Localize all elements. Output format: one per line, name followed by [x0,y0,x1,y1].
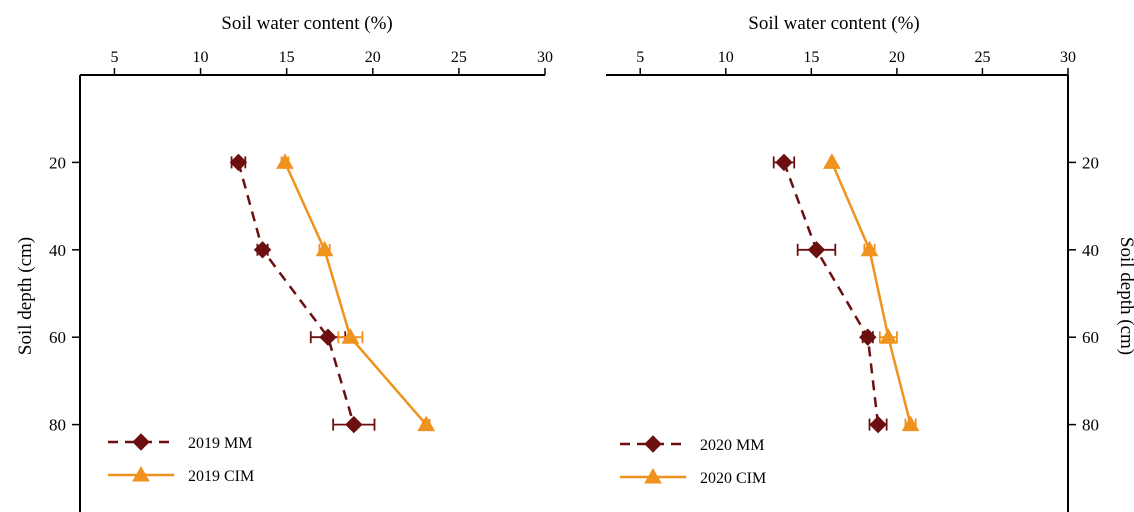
data-point [315,240,334,257]
series-triangle [823,153,920,432]
data-point [879,328,898,344]
data-point [276,153,294,169]
y-axis-title: Soil depth (cm) [1116,237,1134,355]
y-tick-label: 40 [49,241,66,260]
legend-marker [644,467,662,484]
axes: 5 10 15 20 25 30 20 40 60 80 [49,49,553,512]
y-tick-label: 80 [49,416,66,435]
data-point [417,415,436,432]
x-tick-label: 25 [451,49,467,66]
plot-area [229,153,436,434]
y-tick-label: 20 [49,153,66,172]
x-tick-label: 30 [537,49,553,66]
data-point [345,415,363,434]
x-tick-label: 10 [193,49,209,66]
x-tick-label: 15 [803,49,819,66]
y-tick-label: 40 [1082,241,1099,260]
legend-marker [132,433,150,451]
legend: 2019 MM 2019 CIM [108,433,254,485]
chart-panel-2020: Soil water content (%) Soil depth (cm) 5… [606,13,1134,512]
x-tick-label: 10 [718,49,734,66]
legend: 2020 MM 2020 CIM [620,435,766,487]
x-tick-label: 20 [365,49,381,66]
y-tick-label: 60 [1082,328,1099,347]
series-diamond [229,153,376,434]
y-tick-label: 80 [1082,416,1099,435]
data-point [859,328,877,346]
data-point [807,241,826,259]
data-point [775,153,793,172]
axes: 5 10 15 20 25 30 20 40 60 80 [606,49,1099,512]
data-point [823,153,841,169]
y-axis-title: Soil depth (cm) [15,237,36,355]
legend-entry: 2020 MM [620,435,764,454]
series-line [237,162,356,425]
series-line [782,161,880,425]
y-tick-label: 20 [1082,153,1099,172]
x-axis-title: Soil water content (%) [748,13,919,34]
legend-marker [644,435,662,453]
data-point [901,415,920,432]
x-tick-label: 15 [279,49,295,66]
x-axis-title: Soil water content (%) [221,13,392,34]
data-point [860,240,879,257]
legend-label: 2019 CIM [188,468,254,485]
legend-marker [132,465,150,482]
data-point [319,328,337,346]
legend-entry: 2019 CIM [108,465,254,485]
x-tick-label: 30 [1060,49,1076,66]
x-tick-label: 5 [110,49,118,66]
legend-entry: 2019 MM [108,433,252,452]
plot-area [772,153,920,434]
legend-label: 2020 MM [700,437,764,454]
series-line [830,161,912,425]
legend-entry: 2020 CIM [620,467,766,487]
legend-label: 2020 CIM [700,470,766,487]
series-line [283,161,428,426]
data-point [341,328,360,344]
data-point [869,415,887,434]
x-tick-label: 20 [889,49,905,66]
x-tick-label: 5 [636,49,644,66]
legend-label: 2019 MM [188,435,252,452]
y-tick-label: 60 [49,328,66,347]
series-triangle [276,153,436,432]
series-diamond [772,153,888,434]
chart-panel-2019: Soil water content (%) Soil depth (cm) 5… [15,13,553,512]
data-point [229,153,248,172]
data-point [253,241,272,259]
x-tick-label: 25 [974,49,990,66]
